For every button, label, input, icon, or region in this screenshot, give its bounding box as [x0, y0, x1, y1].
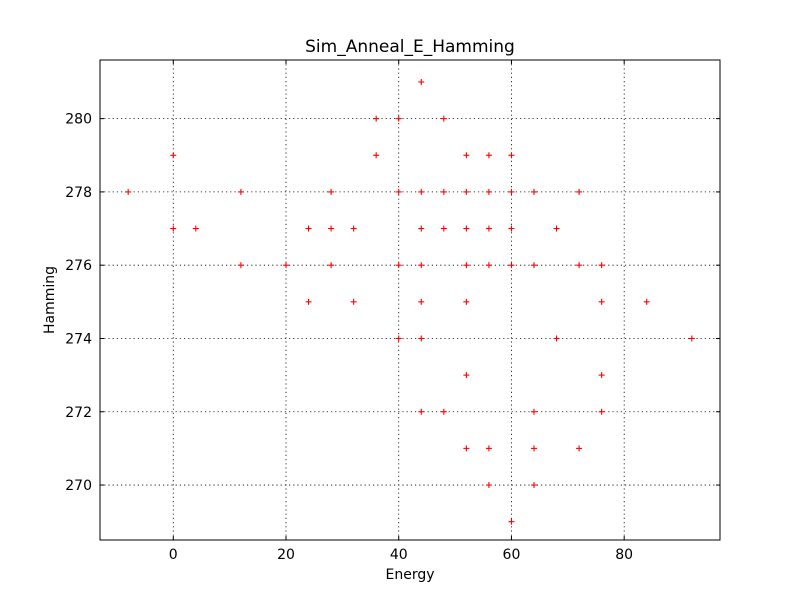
data-point: [237, 262, 244, 269]
data-point: [192, 225, 199, 232]
data-point: [170, 225, 177, 232]
y-tick-label: 274: [65, 331, 92, 347]
data-point: [485, 482, 492, 489]
data-point: [553, 225, 560, 232]
data-point: [485, 152, 492, 159]
data-point: [350, 298, 357, 305]
data-point: [463, 298, 470, 305]
data-point: [237, 188, 244, 195]
data-point: [418, 188, 425, 195]
data-point: [463, 152, 470, 159]
data-point: [373, 152, 380, 159]
data-points: [125, 78, 695, 525]
data-point: [508, 225, 515, 232]
x-tick-label: 60: [503, 547, 521, 563]
data-point: [463, 372, 470, 379]
data-point: [463, 445, 470, 452]
data-point: [395, 262, 402, 269]
data-point: [688, 335, 695, 342]
data-point: [418, 408, 425, 415]
data-point: [395, 188, 402, 195]
data-point: [576, 445, 583, 452]
data-point: [463, 188, 470, 195]
data-point: [508, 262, 515, 269]
data-point: [643, 298, 650, 305]
y-axis-label: Hamming: [42, 266, 58, 334]
data-point: [531, 482, 537, 489]
data-point: [328, 188, 335, 195]
data-point: [508, 518, 515, 525]
data-point: [440, 408, 447, 415]
data-point: [350, 225, 357, 232]
data-point: [485, 188, 492, 195]
data-point: [598, 408, 605, 415]
data-point: [531, 445, 537, 452]
data-point: [485, 262, 492, 269]
data-point: [305, 298, 312, 305]
x-tick-label: 20: [277, 547, 295, 563]
data-point: [418, 225, 425, 232]
data-point: [508, 152, 515, 159]
data-point: [395, 335, 402, 342]
data-point: [418, 298, 425, 305]
data-point: [328, 262, 335, 269]
data-point: [576, 188, 583, 195]
data-point: [305, 225, 312, 232]
data-point: [418, 335, 425, 342]
data-point: [576, 262, 583, 269]
y-tick-label: 278: [65, 185, 92, 201]
data-point: [395, 115, 402, 122]
axis-ticks: 0 20 40 60 80 270 272 274 276 278 280: [65, 60, 720, 563]
data-point: [440, 225, 447, 232]
data-point: [170, 152, 177, 159]
data-point: [440, 115, 447, 122]
data-point: [598, 298, 605, 305]
data-point: [418, 78, 425, 85]
y-tick-label: 276: [65, 258, 92, 274]
y-tick-label: 272: [65, 405, 92, 421]
data-point: [373, 115, 380, 122]
y-tick-label: 280: [65, 112, 92, 128]
data-point: [440, 188, 447, 195]
x-tick-label: 40: [390, 547, 408, 563]
data-point: [463, 262, 470, 269]
plot-frame: [99, 59, 721, 541]
data-point: [418, 262, 425, 269]
data-point: [125, 188, 132, 195]
data-point: [598, 262, 605, 269]
x-tick-label: 80: [615, 547, 633, 563]
data-point: [283, 262, 289, 269]
data-point: [531, 262, 537, 269]
data-point: [553, 335, 560, 342]
data-point: [328, 225, 335, 232]
chart-title: Sim_Anneal_E_Hamming: [305, 37, 515, 57]
data-point: [485, 225, 492, 232]
data-point: [463, 225, 470, 232]
data-point: [508, 188, 515, 195]
x-axis-label: Energy: [385, 567, 434, 583]
grid: [100, 60, 720, 540]
x-tick-label: 0: [169, 547, 178, 563]
data-point: [531, 188, 537, 195]
data-point: [485, 445, 492, 452]
y-tick-label: 270: [65, 478, 92, 494]
data-point: [598, 372, 605, 379]
data-point: [531, 408, 537, 415]
